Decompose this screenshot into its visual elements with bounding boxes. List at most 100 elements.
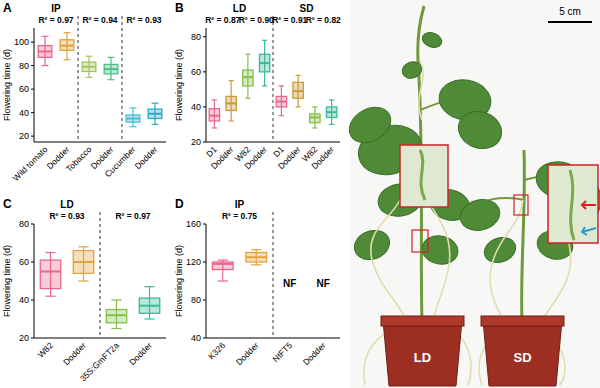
y-tick-label: 40 (19, 108, 29, 118)
whisker-cap (144, 318, 154, 319)
x-tick-label: Dodder (133, 144, 160, 171)
median (326, 111, 336, 113)
whisker-cap (329, 124, 334, 125)
x-tick-label: Dodder (242, 144, 269, 171)
whisker-cap (86, 56, 93, 57)
whisker-cap (64, 32, 71, 33)
separator (78, 16, 79, 142)
r2-annotation: R² = 0.93 (126, 15, 161, 25)
x-tick-label: Tobacco (64, 144, 94, 174)
panel: D4080120160Flowering time (d)K326DodderR… (174, 197, 340, 367)
pot-rim (481, 316, 564, 326)
whisker-cap (130, 126, 137, 127)
scale-bar (548, 21, 592, 23)
section-label: IP (51, 3, 61, 14)
y-tick (31, 224, 34, 225)
r2-annotation: R² = 0.91 (272, 15, 307, 25)
whisker-cap (111, 328, 121, 329)
y-tick (203, 142, 206, 143)
y-axis (34, 224, 35, 338)
scale-bar-label: 5 cm (559, 6, 581, 17)
y-axis-title: Flowering time (d) (174, 245, 184, 317)
y-tick-label: 40 (191, 102, 201, 112)
panel: B20406080Flowering time (d)D1DodderR² = … (174, 1, 341, 171)
photo: LDSD5 cm (343, 0, 600, 388)
figure: A20406080100Flowering time (d)Wild tomat… (0, 0, 600, 388)
median (293, 90, 303, 92)
box (106, 310, 126, 323)
arrow (582, 227, 596, 235)
whisker-cap (152, 103, 159, 104)
median (82, 66, 96, 68)
y-tick-label: 40 (191, 333, 201, 343)
whisker-cap (108, 57, 115, 58)
y-tick-label: 120 (186, 257, 201, 267)
separator (100, 212, 101, 338)
y-tick (203, 224, 206, 225)
box (60, 40, 74, 51)
whisker-cap (251, 249, 261, 250)
whisker-cap (108, 79, 115, 80)
whisker-cap (64, 59, 71, 60)
whisker-cap (152, 124, 159, 125)
y-tick-label: 20 (19, 333, 29, 343)
y-tick-label: 20 (19, 131, 29, 141)
y-tick (31, 112, 34, 113)
y-tick (203, 36, 206, 37)
whisker-cap (279, 115, 284, 116)
whisker-cap (218, 280, 228, 281)
leaf (420, 30, 444, 50)
x-tick-label: Dodder (309, 144, 336, 171)
y-tick-label: 40 (19, 295, 29, 305)
photo-background (350, 0, 600, 388)
median (259, 62, 269, 64)
y-axis-title: Flowering time (d) (2, 245, 12, 317)
whisker-cap (296, 106, 301, 107)
r2-annotation: R² = 0.97 (38, 15, 73, 25)
box (126, 115, 140, 122)
pot (383, 320, 462, 386)
whisker-cap (245, 54, 250, 55)
y-tick-label: 80 (19, 219, 29, 229)
inset-marker (514, 195, 528, 215)
whisker-cap (279, 85, 284, 86)
whisker-cap (218, 260, 228, 261)
y-axis (206, 224, 207, 338)
box (276, 96, 286, 107)
box (38, 46, 52, 58)
box (73, 251, 93, 274)
y-tick-label: 60 (19, 84, 29, 94)
y-tick-label: 80 (19, 61, 29, 71)
y-tick-label: 160 (186, 219, 201, 229)
y-tick (31, 338, 34, 339)
r2-annotation: R² = 0.93 (49, 211, 84, 221)
leaf (481, 233, 519, 266)
median (310, 116, 320, 118)
y-axis (34, 28, 35, 142)
inset-marker (412, 230, 428, 252)
y-tick (31, 300, 34, 301)
r2-annotation: R² = 0.97 (115, 211, 150, 221)
whisker-cap (78, 246, 88, 247)
median (104, 68, 118, 70)
whisker-cap (262, 85, 267, 86)
whisker-cap (212, 127, 217, 128)
box (209, 109, 219, 121)
whisker-cap (42, 36, 49, 37)
y-tick (203, 262, 206, 263)
x-axis (34, 142, 166, 143)
whisker-cap (212, 99, 217, 100)
box (310, 114, 320, 123)
x-tick-label: Dodder (276, 144, 303, 171)
separator (273, 212, 274, 338)
median (246, 256, 267, 258)
median (148, 113, 162, 115)
stem (522, 150, 525, 322)
background (0, 0, 600, 388)
section-label: SD (300, 3, 314, 14)
inset (548, 165, 598, 243)
inset-stem (570, 170, 574, 240)
x-tick-label: Dodder (209, 144, 236, 171)
box (243, 70, 253, 86)
box (104, 64, 118, 73)
